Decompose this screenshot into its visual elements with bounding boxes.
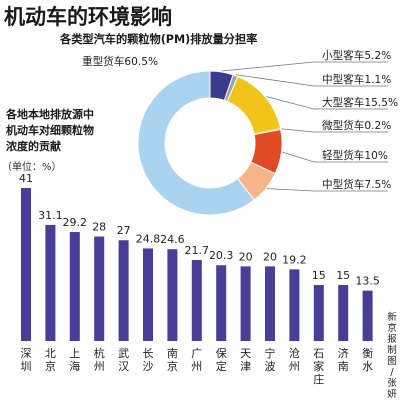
- bar-9: [240, 266, 251, 341]
- category-label: 杭州: [94, 346, 105, 373]
- bar-14: [362, 290, 373, 341]
- bar-6: [167, 249, 178, 341]
- bar-10: [265, 266, 275, 341]
- category-label: 衡水: [362, 347, 373, 373]
- bar-chart-title: 各地本地排放源中 机动车对细颗粒物 浓度的贡献: [5, 107, 94, 153]
- bar-value-label: 13.5: [355, 275, 380, 288]
- slice-label-medium-truck: 中型货车7.5%: [322, 178, 391, 191]
- bar-chart-title-line-1: 各地本地排放源中: [5, 107, 94, 121]
- donut-chart-title: 各类型汽车的颗粒物(PM)排放量分担率: [59, 32, 257, 46]
- category-label: 上海: [69, 347, 80, 373]
- category-label: 南京: [167, 347, 178, 373]
- slice-label-mini-truck: 微型货车0.2%: [322, 119, 391, 132]
- bar-value-label: 20.3: [209, 249, 234, 262]
- bar-13: [338, 285, 349, 341]
- bar-value-label: 27: [117, 224, 131, 237]
- slice-label-large-bus: 大型客车15.5%: [322, 96, 398, 109]
- bar-value-label: 28: [92, 221, 106, 234]
- slice-label-light-truck: 轻型货车10%: [322, 149, 388, 162]
- category-label: 天津: [240, 347, 251, 373]
- bar-chart-title-line-3: 浓度的贡献: [6, 139, 61, 153]
- category-label: 北京: [45, 347, 56, 373]
- bar-5: [143, 248, 153, 341]
- category-label: 济南: [338, 346, 349, 373]
- category-label: 武汉: [118, 347, 129, 373]
- bar-value-label: 41: [19, 172, 33, 185]
- bar-value-label: 15: [312, 269, 326, 282]
- bar-0: [21, 188, 31, 341]
- slice-label-medium-bus: 中型客车1.1%: [322, 73, 391, 86]
- bar-value-label: 29.2: [63, 216, 88, 229]
- bar-7: [191, 260, 202, 341]
- category-label: 宁波: [265, 346, 276, 373]
- category-label: 沧州: [289, 346, 300, 373]
- bar-value-label: 24.8: [136, 232, 161, 245]
- category-label: 长沙: [143, 347, 154, 373]
- credit-label: 新京报制图/张妍: [387, 311, 397, 400]
- bar-12: [313, 285, 324, 341]
- bar-2: [69, 232, 80, 341]
- leader-line-small-bus: [221, 61, 388, 72]
- category-label: 广州: [191, 347, 202, 373]
- bar-4: [118, 240, 129, 341]
- leader-line-mini-truck: [281, 128, 388, 133]
- category-label: 深圳: [21, 347, 32, 373]
- bar-value-label: 20: [239, 250, 253, 263]
- leader-line-medium-truck: [266, 188, 388, 192]
- bar-chart-title-line-2: 机动车对细颗粒物: [6, 123, 94, 137]
- bar-value-label: 19.2: [282, 253, 307, 266]
- bar-8: [216, 265, 227, 341]
- bar-value-label: 15: [336, 269, 350, 282]
- donut-slice-heavy-truck: [137, 70, 255, 216]
- leader-line-light-truck: [282, 151, 388, 163]
- bar-chart: 41 深圳 31.1 北京 29.2 上海 28 杭州 27 武汉 24.8 长沙 24.6 南京 21.7…: [19, 172, 380, 386]
- bar-3: [94, 236, 105, 341]
- category-label: 保定: [216, 346, 227, 373]
- donut-slice-large-bus: [226, 75, 282, 135]
- leader-line-large-bus: [266, 96, 388, 110]
- slice-label-heavy-truck: 重型货车60.5%: [82, 55, 158, 68]
- bar-value-label: 24.6: [160, 233, 185, 246]
- bar-value-label: 31.1: [38, 209, 63, 222]
- bar-1: [45, 224, 56, 341]
- slice-label-small-bus: 小型客车5.2%: [322, 49, 391, 62]
- leader-line-medium-bus: [235, 74, 388, 87]
- bar-11: [289, 269, 300, 341]
- main-title: 机动车的环境影响: [4, 4, 172, 29]
- bar-value-label: 21.7: [185, 244, 210, 257]
- bar-value-label: 20: [263, 250, 277, 263]
- unit-label: （单位：%）: [2, 160, 62, 173]
- category-label: 石家庄: [313, 347, 324, 386]
- donut-chart: 小型客车5.2% 中型客车1.1% 大型客车15.5% 微型货车0.2% 轻型货车10%…: [82, 49, 398, 216]
